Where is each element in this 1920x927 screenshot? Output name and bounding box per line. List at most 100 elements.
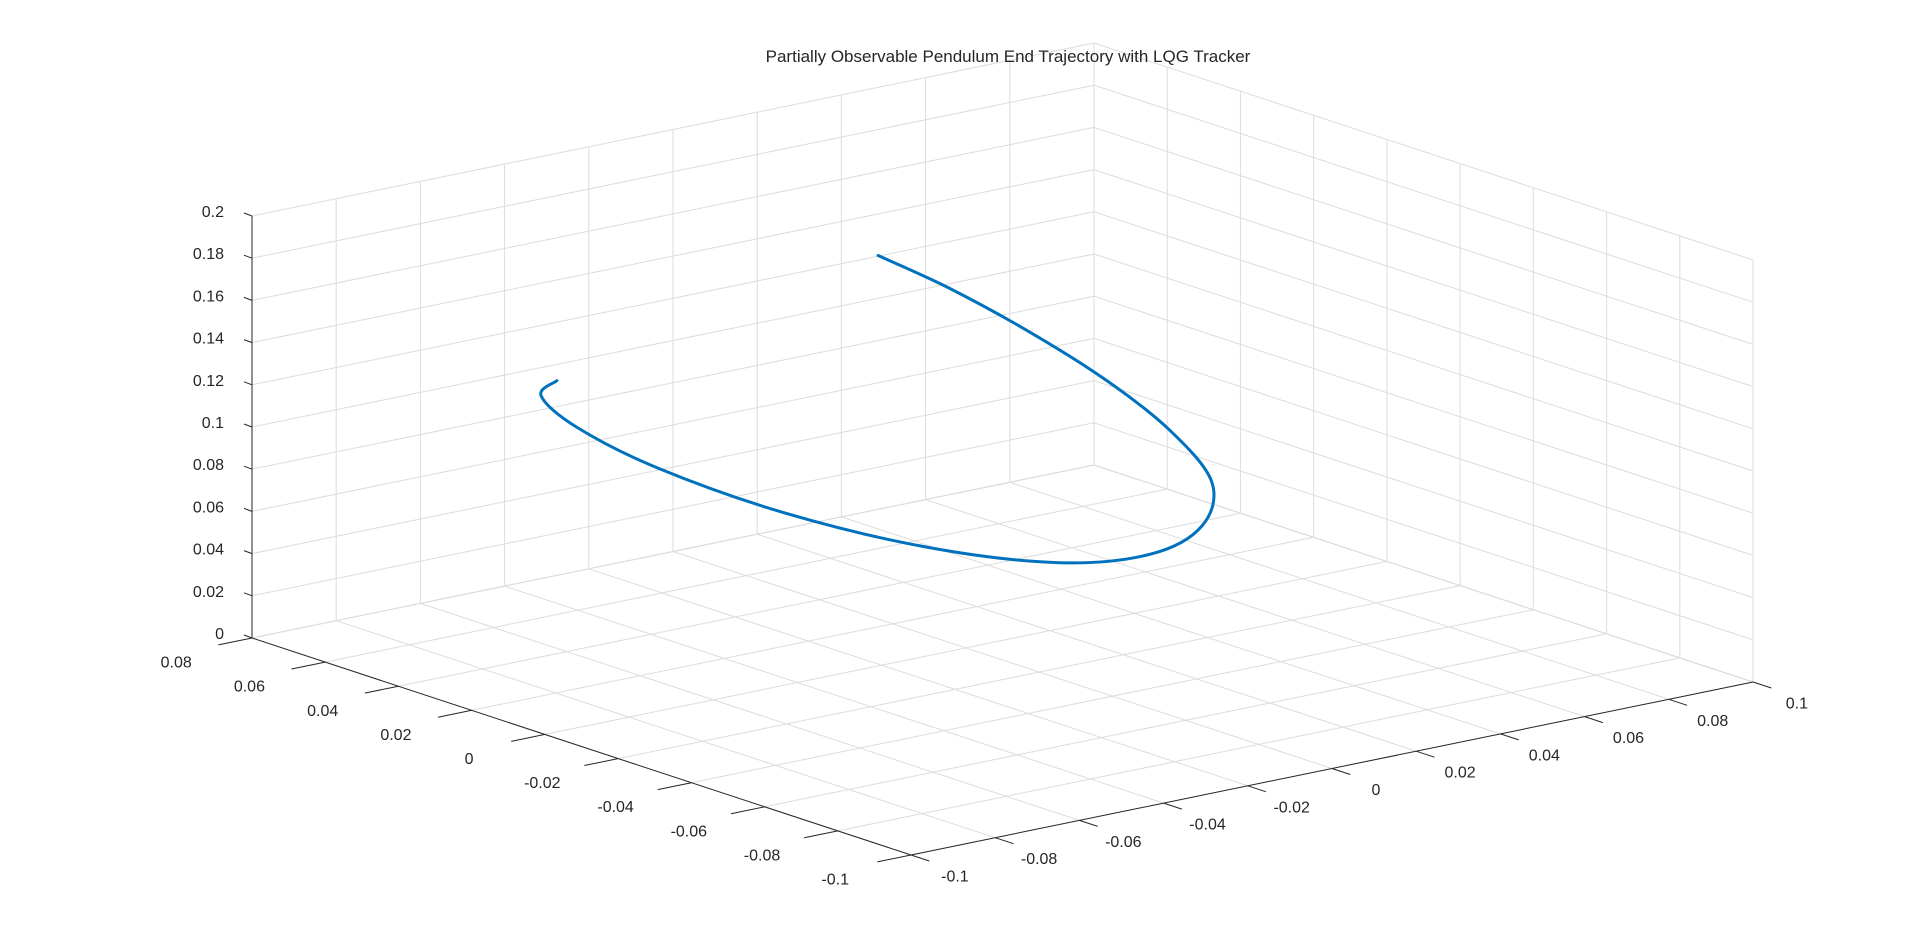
- grid-line: [336, 620, 996, 839]
- grid-line: [1093, 42, 1754, 261]
- x-tick-label: 0.04: [1529, 747, 1560, 764]
- x-tick-mark: [1500, 733, 1519, 741]
- x-tick-mark: [1247, 785, 1267, 793]
- grid-line: [251, 42, 1095, 217]
- grid-line: [544, 560, 1388, 735]
- x-tick-mark: [995, 837, 1014, 845]
- grid-line: [325, 488, 1168, 663]
- grid-line: [764, 633, 1607, 808]
- grid-line: [1093, 380, 1754, 599]
- x-tick-mark: [1584, 716, 1604, 724]
- grid-line: [1093, 295, 1754, 514]
- z-tick-label: 0: [215, 626, 224, 643]
- x-tick-label: -0.02: [1273, 799, 1310, 816]
- series: [539, 254, 1216, 565]
- y-tick-label: -0.02: [524, 775, 561, 792]
- x-tick-label: 0.1: [1786, 696, 1808, 713]
- z-tick-mark: [243, 465, 253, 470]
- grid-line: [1093, 211, 1754, 430]
- z-tick-mark: [243, 592, 253, 597]
- z-tick-label: 0.08: [193, 457, 224, 474]
- chart-title: Partially Observable Pendulum End Trajec…: [766, 47, 1251, 66]
- x-tick-label: -0.08: [1021, 851, 1058, 868]
- x-tick-label: 0.02: [1445, 765, 1476, 782]
- x-tick-mark: [1668, 698, 1688, 706]
- grid-line: [925, 499, 1585, 718]
- y-tick-mark: [218, 637, 253, 646]
- z-tick-label: 0.14: [193, 331, 224, 348]
- y-tick-label: 0.04: [307, 703, 338, 720]
- grid-line: [1093, 337, 1754, 556]
- y-tick-label: -0.1: [821, 872, 849, 889]
- grid-line: [251, 253, 1095, 428]
- y-tick-label: -0.04: [597, 799, 634, 816]
- grid-line: [691, 609, 1534, 784]
- y-tick-mark: [437, 709, 472, 718]
- z-tick-label: 0.1: [202, 415, 224, 432]
- y-axis-line: [251, 637, 912, 856]
- grid-line: [841, 516, 1501, 735]
- grid-lines: [251, 42, 1754, 856]
- grid-line: [1093, 84, 1754, 303]
- x-tick-mark: [1163, 802, 1183, 810]
- grid-line: [251, 464, 1095, 639]
- z-tick-mark: [243, 381, 253, 386]
- z-tick-mark: [243, 296, 253, 301]
- grid-line: [504, 585, 1164, 804]
- tick-labels: -0.1 -0.08 -0.06 -0.04 -0.02 0 0.02 0.04 0.06 0.0…: [161, 204, 1808, 889]
- grid-line: [1093, 253, 1754, 472]
- z-tick-mark: [243, 339, 253, 344]
- x-tick-label: -0.04: [1189, 817, 1226, 834]
- z-tick-label: 0.16: [193, 288, 224, 305]
- x-tick-label: 0.06: [1613, 730, 1644, 747]
- x-tick-label: -0.1: [941, 869, 969, 886]
- axes: [218, 212, 1772, 863]
- grid-line: [1009, 481, 1669, 700]
- grid-line: [617, 585, 1461, 760]
- grid-line: [251, 84, 1095, 259]
- grid-line: [757, 533, 1417, 752]
- grid-line: [251, 295, 1095, 470]
- grid-line: [251, 211, 1095, 386]
- y-tick-label: -0.08: [744, 848, 781, 865]
- y-tick-label: 0.06: [234, 679, 265, 696]
- z-tick-label: 0.06: [193, 499, 224, 516]
- z-tick-mark: [243, 507, 253, 512]
- z-tick-label: 0.04: [193, 542, 224, 559]
- x-tick-mark: [1752, 681, 1772, 689]
- x-tick-mark: [910, 854, 930, 862]
- y-tick-mark: [657, 782, 692, 791]
- grid-line: [251, 380, 1095, 555]
- z-tick-label: 0.18: [193, 246, 224, 263]
- z-tick-mark: [243, 212, 253, 217]
- y-tick-mark: [803, 830, 838, 839]
- y-tick-mark: [364, 685, 399, 694]
- x-tick-mark: [1079, 819, 1098, 827]
- trajectory-line-0: [539, 254, 1216, 565]
- grid-line: [588, 568, 1248, 787]
- y-tick-mark: [877, 854, 912, 863]
- z-tick-mark: [243, 423, 253, 428]
- grid-line: [398, 512, 1241, 687]
- y-tick-label: 0: [465, 751, 474, 768]
- y-tick-label: -0.06: [671, 823, 708, 840]
- x-tick-label: 0: [1371, 782, 1380, 799]
- grid-line: [837, 657, 1680, 832]
- x-tick-mark: [1331, 768, 1351, 775]
- grid-line: [471, 536, 1314, 711]
- x-tick-mark: [1416, 750, 1435, 758]
- grid-line: [251, 422, 1095, 597]
- z-tick-mark: [243, 254, 253, 259]
- z-tick-mark: [243, 550, 253, 555]
- grid-line: [251, 126, 1095, 301]
- y-tick-label: 0.08: [161, 655, 192, 672]
- z-tick-mark: [243, 634, 253, 639]
- x-tick-label: 0.08: [1697, 713, 1728, 730]
- z-tick-label: 0.02: [193, 584, 224, 601]
- y-tick-mark: [730, 806, 765, 815]
- y-tick-mark: [511, 733, 546, 742]
- grid-line: [672, 551, 1333, 769]
- z-tick-label: 0.12: [193, 373, 224, 390]
- z-tick-label: 0.2: [202, 204, 224, 221]
